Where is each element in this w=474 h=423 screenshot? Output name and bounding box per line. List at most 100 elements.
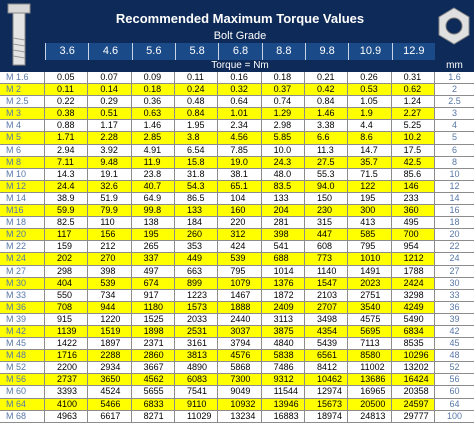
torque-value: 15673	[305, 398, 349, 410]
torque-value: 150	[305, 192, 349, 205]
torque-value: 11002	[348, 362, 392, 374]
torque-value: 1212	[392, 253, 435, 265]
torque-value: 495	[392, 217, 435, 229]
torque-value: 195	[348, 192, 392, 205]
torque-value: 5868	[218, 362, 262, 374]
torque-value: 1.29	[262, 108, 305, 120]
torque-value: 585	[348, 229, 392, 241]
torque-value: 1010	[348, 253, 392, 265]
torque-value: 20500	[348, 398, 392, 410]
size-label: M 27	[0, 265, 45, 277]
torque-value: 541	[262, 241, 305, 253]
torque-value: 7.85	[218, 144, 262, 156]
table-row: M 8 7.11 9.48 11.9 15.8 19.0 24.3 27.5 35.7 42.5 8	[0, 156, 474, 169]
mm-value: 45	[434, 338, 474, 350]
torque-value: 48.0	[262, 168, 305, 180]
size-label: M 64	[0, 398, 45, 410]
torque-value: 8535	[392, 338, 435, 350]
torque-value: 15.8	[175, 156, 219, 168]
torque-value: 54.3	[175, 180, 219, 192]
mm-value: 4	[434, 120, 474, 132]
torque-value: 3813	[175, 350, 219, 362]
torque-value: 265	[132, 241, 175, 253]
table-row: M 45 1422 1897 2371 3161 3794 4840 5439 7113 8535…	[0, 338, 474, 351]
torque-value: 9.48	[88, 156, 132, 168]
torque-value: 2440	[218, 313, 262, 325]
mm-value: 48	[434, 350, 474, 362]
table-row: M 12 24.4 32.6 40.7 54.3 65.1 83.5 94.0 122 146 12	[0, 180, 474, 193]
size-label: M 24	[0, 253, 45, 265]
torque-value: 0.26	[348, 72, 392, 84]
mm-value: 27	[434, 265, 474, 277]
torque-value: 1.71	[45, 132, 89, 144]
torque-value: 3298	[392, 289, 435, 301]
torque-value: 2860	[132, 350, 175, 362]
torque-value: 83.5	[262, 180, 305, 192]
torque-value: 4.56	[218, 132, 262, 144]
torque-value: 65.1	[218, 180, 262, 192]
torque-value: 24813	[348, 410, 392, 422]
torque-value: 0.29	[88, 96, 132, 108]
size-label: M 3	[0, 108, 45, 120]
table-row: M 60 3393 4524 5655 7541 9049 11544 12974 16965 2…	[0, 386, 474, 399]
torque-value: 6.54	[175, 144, 219, 156]
torque-value: 7486	[262, 362, 305, 374]
mm-value: 18	[434, 217, 474, 229]
torque-value: 23.8	[132, 168, 175, 180]
torque-value: 550	[45, 289, 89, 301]
torque-value: 1.46	[305, 108, 349, 120]
torque-value: 2200	[45, 362, 89, 374]
torque-value: 19.1	[88, 168, 132, 180]
torque-value: 3037	[218, 325, 262, 338]
torque-value: 773	[305, 253, 349, 265]
torque-value: 1.01	[218, 108, 262, 120]
title: Recommended Maximum Torque Values	[115, 11, 365, 26]
torque-value: 1.46	[132, 120, 175, 132]
torque-label: Torque = Nm	[211, 60, 269, 71]
torque-value: 11.3	[305, 144, 349, 156]
mm-value: 8	[434, 156, 474, 168]
torque-value: 0.48	[175, 96, 219, 108]
torque-value: 133	[262, 192, 305, 205]
torque-value: 156	[88, 229, 132, 241]
size-label: M 68	[0, 410, 45, 422]
mm-value: 20	[434, 229, 474, 241]
torque-value: 4890	[175, 362, 219, 374]
torque-value: 312	[218, 229, 262, 241]
torque-value: 195	[132, 229, 175, 241]
torque-value: 42.5	[392, 156, 435, 168]
torque-value: 38.1	[218, 168, 262, 180]
size-label: M 33	[0, 289, 45, 301]
torque-value: 4576	[218, 350, 262, 362]
torque-value: 220	[218, 217, 262, 229]
mm-value: 16	[434, 205, 474, 217]
torque-value: 0.24	[175, 84, 219, 96]
table-row: M 64 4100 5466 6833 9110 10932 13946 15673 20500…	[0, 398, 474, 411]
torque-value: 233	[392, 192, 435, 205]
torque-value: 2934	[88, 362, 132, 374]
torque-value: 11029	[175, 410, 219, 422]
mm-value: 14	[434, 192, 474, 205]
torque-value: 3.92	[88, 144, 132, 156]
size-label: M 22	[0, 241, 45, 253]
torque-value: 24.4	[45, 180, 89, 192]
torque-value: 398	[262, 229, 305, 241]
torque-value: 260	[175, 229, 219, 241]
mm-value: 64	[434, 398, 474, 410]
table-row: M 68 4963 6617 8271 11029 13234 16883 18974 2481…	[0, 410, 474, 423]
torque-value: 13202	[392, 362, 435, 374]
torque-value: 7.11	[45, 156, 89, 168]
torque-value: 13686	[348, 374, 392, 386]
table-row: M 42 1139 1519 1898 2531 3037 3875 4354 5695 6834…	[0, 325, 474, 339]
torque-value: 2023	[348, 277, 392, 289]
mm-value: 10	[434, 168, 474, 180]
torque-value: 9110	[175, 398, 219, 410]
torque-value: 1788	[392, 265, 435, 277]
torque-value: 14.7	[348, 144, 392, 156]
torque-value: 0.14	[88, 84, 132, 96]
torque-value: 29777	[392, 410, 435, 422]
torque-value: 3161	[175, 338, 219, 350]
torque-value: 16883	[262, 410, 305, 422]
torque-value: 85.6	[392, 168, 435, 180]
torque-value: 10296	[392, 350, 435, 362]
